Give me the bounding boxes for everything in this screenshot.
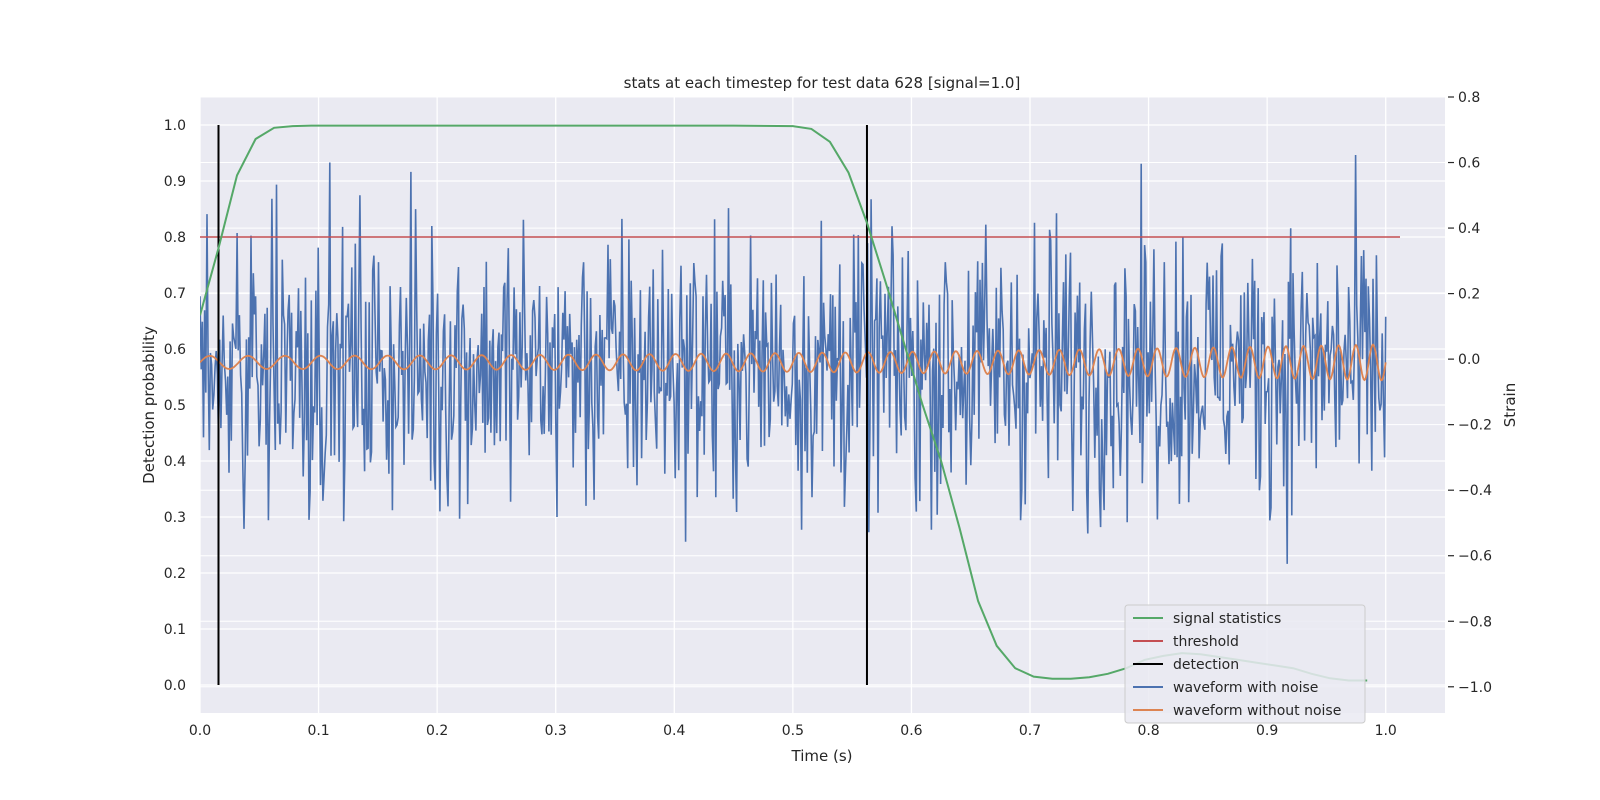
x-axis-title: Time (s) [791,747,853,765]
y-tick-label: 0.5 [164,398,186,414]
y-tick-label: 0.8 [164,230,186,246]
chart-title: stats at each timestep for test data 628… [624,74,1021,92]
x-tick-label: 1.0 [1375,723,1397,739]
legend-entry-waveform-without-noise: waveform without noise [1133,703,1341,719]
x-tick-label: 0.4 [663,723,685,739]
y-tick-label: 0.7 [164,286,186,302]
y-tick-label: 1.0 [164,118,186,134]
y-tick-label: 0.0 [164,678,186,694]
x-tick-label: 0.0 [189,723,211,739]
y-tick-label: 0.3 [164,510,186,526]
y-tick-label: 0.9 [164,174,186,190]
legend-entry-detection: detection [1133,657,1239,673]
right-y-tick-label: −1.0 [1458,680,1492,696]
right-y-tick-label: 0.6 [1458,156,1480,172]
x-tick-label: 0.7 [1019,723,1041,739]
legend-entry-waveform-with-noise: waveform with noise [1133,680,1318,696]
y-tick-label: 0.6 [164,342,186,358]
legend-label-threshold: threshold [1173,634,1239,650]
x-tick-labels: 0.0 0.1 0.2 0.3 0.4 0.5 0.6 0.7 0.8 0.9 1.0 [189,723,1397,739]
legend-box [1124,604,1366,724]
series-waveform-with-noise [200,154,1387,564]
right-y-tick-labels: −1.0 −0.8 −0.6 −0.4 −0.2 0.0 0.2 0.4 0.6 0.8 [1448,90,1492,696]
x-tick-label: 0.8 [1137,723,1159,739]
legend: signal statistics threshold detection wa… [1124,604,1366,724]
legend-label-detection: detection [1173,657,1239,673]
right-y-tick-label: 0.8 [1458,90,1480,106]
right-y-tick-label: −0.6 [1458,549,1492,565]
legend-entry-threshold: threshold [1133,634,1239,650]
legend-entry-signal-statistics: signal statistics [1133,611,1281,627]
series-waveform-without-noise [200,343,1387,382]
y-tick-labels: 0.0 0.1 0.2 0.3 0.4 0.5 0.6 0.7 0.8 0.9 1.0 [164,118,186,694]
x-tick-label: 0.1 [307,723,329,739]
x-tick-label: 0.6 [900,723,922,739]
legend-label-signal-statistics: signal statistics [1173,611,1281,627]
legend-label-waveform-without-noise: waveform without noise [1173,703,1341,719]
right-y-tick-label: −0.8 [1458,614,1492,630]
x-tick-label: 0.3 [545,723,567,739]
right-y-tick-label: 0.4 [1458,221,1480,237]
right-y-tick-label: 0.2 [1458,287,1480,303]
right-y-tick-label: −0.2 [1458,418,1492,434]
y-tick-label: 0.2 [164,566,186,582]
x-tick-label: 0.9 [1256,723,1278,739]
legend-label-waveform-with-noise: waveform with noise [1173,680,1318,696]
right-y-tick-label: −0.4 [1458,483,1492,499]
right-y-tick-label: 0.0 [1458,352,1480,368]
x-tick-label: 0.2 [426,723,448,739]
y-tick-label: 0.4 [164,454,186,470]
x-tick-label: 0.5 [782,723,804,739]
y-tick-label: 0.1 [164,622,186,638]
y-axis-title: Detection probability [140,326,158,484]
right-y-axis-title: Strain [1501,383,1519,427]
